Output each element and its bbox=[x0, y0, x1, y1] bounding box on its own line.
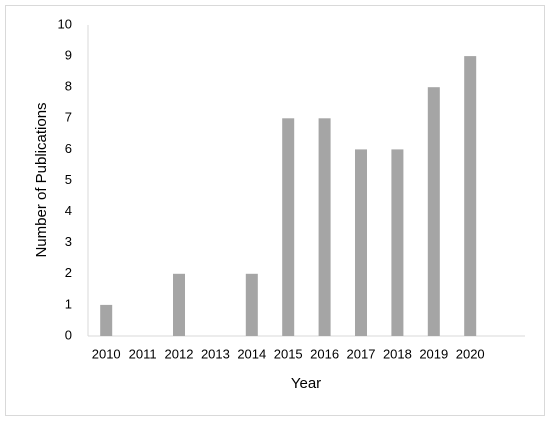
bar bbox=[427, 87, 440, 336]
y-tick-label: 9 bbox=[65, 48, 72, 63]
y-tick-label: 3 bbox=[65, 234, 72, 249]
x-tick-label: 2014 bbox=[237, 346, 266, 361]
bar bbox=[355, 149, 367, 336]
x-tick-label: 2020 bbox=[456, 346, 485, 361]
y-tick-label: 1 bbox=[65, 296, 72, 311]
bar bbox=[391, 149, 404, 336]
x-tick-label: 2015 bbox=[274, 346, 303, 361]
y-tick-label: 2 bbox=[65, 265, 72, 280]
bar bbox=[245, 273, 258, 336]
y-tick-label: 0 bbox=[65, 327, 72, 342]
x-tick-label: 2018 bbox=[383, 346, 412, 361]
x-tick-label: 2013 bbox=[201, 346, 230, 361]
x-tick-label: 2017 bbox=[347, 346, 376, 361]
x-tick-label: 2019 bbox=[419, 346, 448, 361]
x-tick-label: 2011 bbox=[129, 346, 157, 361]
chart-border bbox=[5, 5, 545, 416]
x-tick-label: 2012 bbox=[165, 346, 194, 361]
y-tick-label: 10 bbox=[58, 16, 72, 31]
bar bbox=[100, 304, 113, 336]
y-tick-label: 5 bbox=[65, 172, 72, 187]
x-axis-title: Year bbox=[291, 375, 321, 392]
bar bbox=[464, 56, 477, 336]
x-tick-label: 2010 bbox=[92, 346, 121, 361]
y-tick-label: 8 bbox=[65, 79, 72, 94]
bar bbox=[318, 118, 331, 336]
y-tick-label: 4 bbox=[65, 203, 72, 218]
bar bbox=[173, 273, 185, 336]
bar bbox=[282, 118, 295, 336]
y-tick-label: 6 bbox=[65, 141, 72, 156]
x-tick-label: 2016 bbox=[310, 346, 339, 361]
y-axis-title: Number of Publications bbox=[33, 102, 50, 257]
y-tick-label: 7 bbox=[65, 110, 72, 125]
